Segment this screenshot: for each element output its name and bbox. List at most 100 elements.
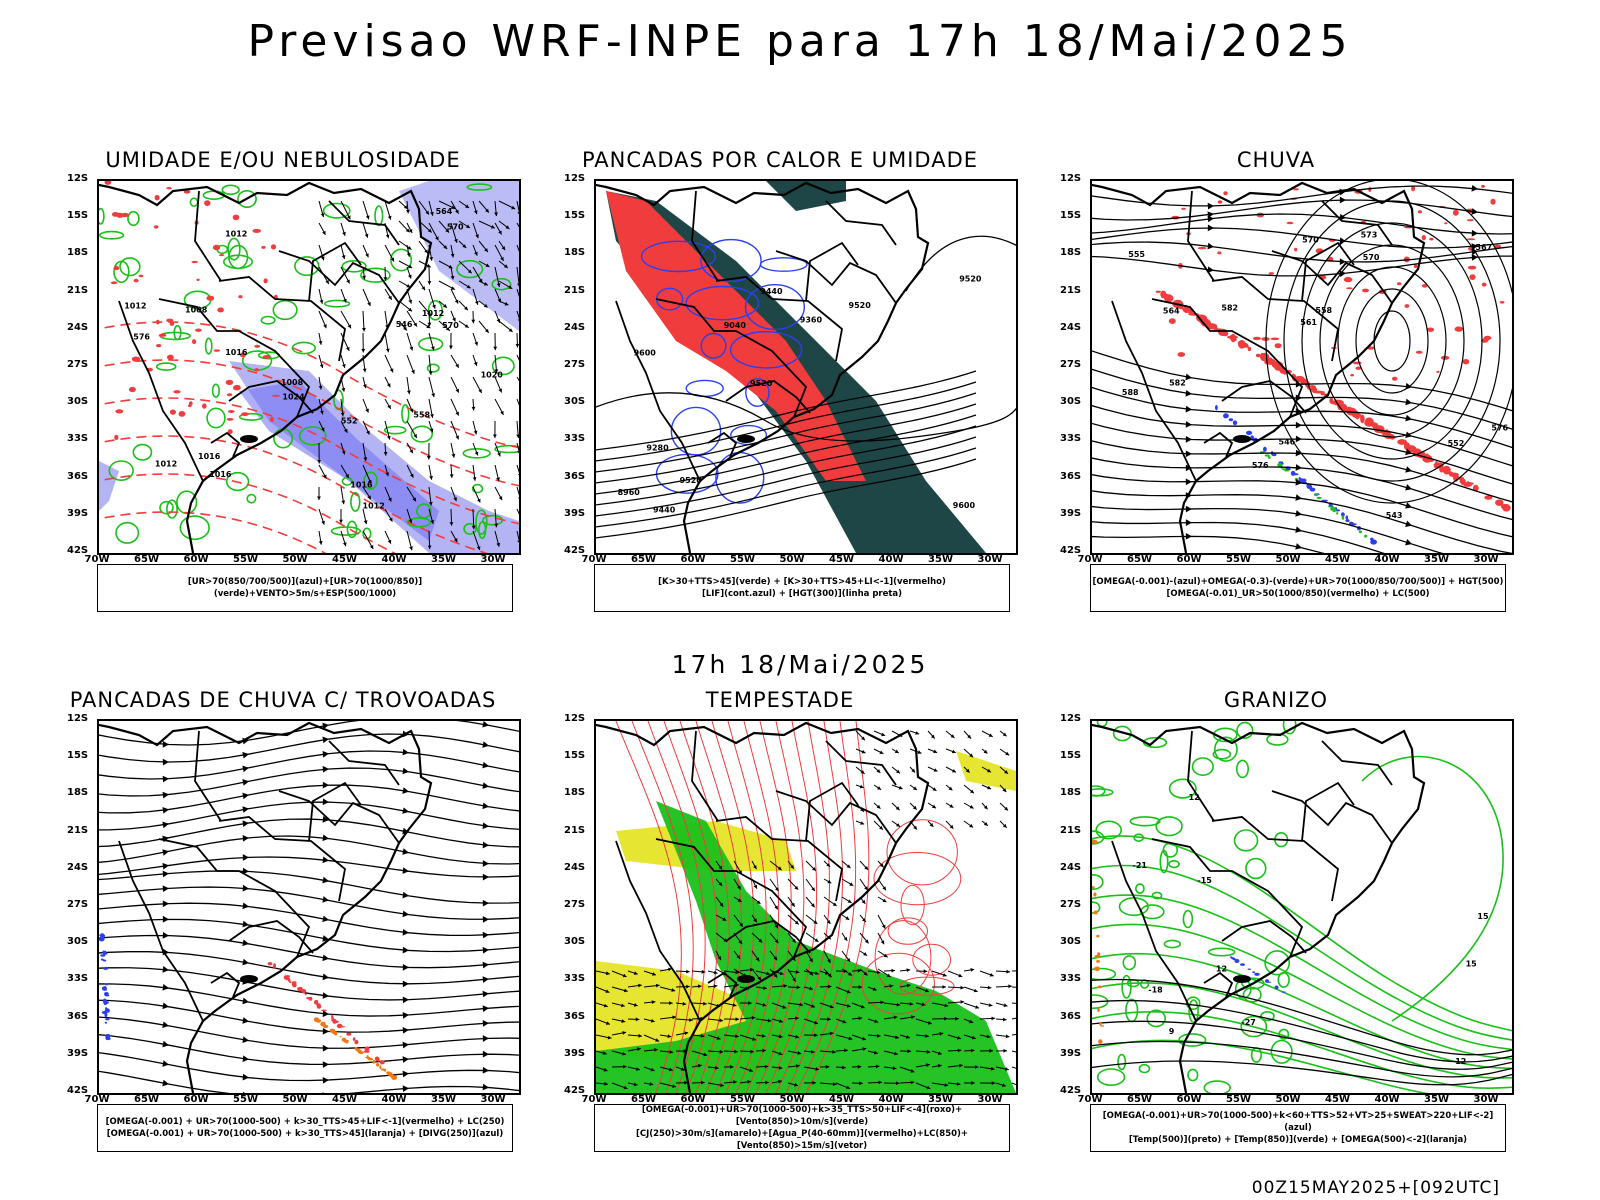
wind-850-vector	[719, 902, 724, 907]
contour-label: 582	[1169, 379, 1186, 388]
wind-vector	[490, 225, 495, 229]
rain-area	[1264, 360, 1276, 365]
wind-850-vector	[967, 734, 971, 739]
contour-label: 561	[1300, 318, 1317, 327]
state-border	[1203, 971, 1234, 998]
humidity-area	[239, 381, 439, 541]
thunderstorm-area	[352, 1037, 356, 1041]
legend-line: [OMEGA(-0.01)_UR>50(1000/850)(vermelho) …	[1166, 589, 1430, 599]
temp500-contour	[1092, 999, 1512, 1063]
omega-strong-area	[1358, 530, 1362, 534]
wind-vector	[429, 257, 433, 261]
wind-850-vector	[700, 1033, 705, 1038]
hail-area	[1265, 979, 1269, 983]
wind-vector	[517, 450, 519, 454]
wind-arrow	[242, 792, 249, 800]
temp850-contour	[1092, 982, 1512, 1079]
lat-label: 30S	[67, 936, 89, 948]
legend-line: [OMEGA(-0.001) + UR>70(1000-500) + k>30_…	[105, 1117, 505, 1127]
contour-label: 1012	[124, 301, 146, 310]
divergence-area	[104, 992, 109, 996]
wind-vector	[363, 384, 367, 389]
wind-arrow	[322, 876, 329, 884]
wind-vector	[494, 523, 498, 528]
lon-label: 70W	[84, 1094, 110, 1105]
lc250-streamline	[99, 950, 519, 985]
rain-area	[1329, 397, 1334, 404]
thunderstorm-orange-area	[359, 1052, 364, 1055]
wind-850-vector	[1011, 1050, 1016, 1053]
state-border	[1321, 740, 1393, 786]
wind-850-vector	[882, 898, 887, 903]
wind-vector	[454, 238, 458, 243]
wind-vector	[462, 244, 467, 248]
map-panel-pancadas-calor: PANCADAS POR CALOR E UMIDADE 9600 9600 9520…	[550, 148, 1018, 648]
wind-vector	[429, 475, 433, 480]
wind-arrow	[1405, 431, 1412, 439]
wind-arrow	[482, 860, 489, 867]
thickness-dash	[202, 403, 207, 409]
lc850-streamline	[615, 721, 682, 1093]
wind-arrow	[1339, 270, 1346, 278]
wind-850-vector	[684, 1031, 689, 1036]
wind-vector	[366, 430, 370, 435]
omega-area	[1290, 470, 1296, 476]
wind-vector	[516, 398, 519, 406]
wind-vector	[474, 251, 478, 256]
wind-850-vector	[777, 866, 782, 871]
wind-vector	[388, 497, 392, 502]
wind-850-vector	[829, 1004, 834, 1009]
wind-850-vector	[910, 1069, 915, 1073]
temp850-contour	[1122, 955, 1137, 971]
wind-850-vector	[842, 1065, 846, 1070]
thunderstorm-orange-area	[345, 1039, 349, 1044]
lat-label: 21S	[67, 284, 89, 296]
wind-vector	[339, 519, 343, 524]
wind-arrow	[322, 1027, 329, 1035]
state-border	[118, 840, 204, 1022]
wind-vector	[497, 452, 501, 457]
state-border	[1321, 200, 1393, 246]
wind-850-vector	[987, 985, 992, 990]
wind-850-vector	[843, 936, 848, 941]
lon-label: 60W	[183, 554, 209, 565]
contour-label: -27	[1241, 1018, 1255, 1027]
wind-arrow	[162, 821, 169, 829]
rain-area	[1294, 247, 1298, 252]
wind-850-vector	[761, 1034, 766, 1038]
wind-850-vector	[944, 1083, 949, 1087]
temp850-contour	[1168, 778, 1197, 799]
wind-arrow	[162, 870, 169, 878]
lat-label: 18S	[67, 247, 89, 259]
wind-vector	[516, 530, 519, 542]
wind-arrow	[322, 781, 329, 789]
wind-vector	[406, 253, 411, 257]
wind-vector	[318, 540, 323, 545]
lon-label: 65W	[134, 1094, 159, 1105]
wind-850-vector	[955, 1016, 959, 1021]
wind-arrow	[162, 775, 169, 783]
contour-label: -15	[1197, 876, 1212, 885]
wind-850-vector	[813, 920, 818, 924]
map-panel-pancadas-trovoadas: PANCADAS DE CHUVA C/ TROVOADAS 12S 15S 18S 2…	[53, 688, 521, 1188]
wind-arrow	[322, 1010, 329, 1018]
hgt300-contour	[596, 414, 977, 495]
thickness-dash	[167, 354, 174, 360]
lat-label: 36S	[564, 1010, 586, 1022]
lc850-streamline	[805, 721, 870, 1093]
wind-arrow	[1207, 242, 1214, 250]
thickness-dash	[227, 429, 233, 435]
rain-area	[1421, 283, 1428, 288]
wind-arrow	[322, 722, 329, 730]
thickness-dash	[195, 328, 202, 332]
lon-label: 50W	[779, 1094, 805, 1105]
thickness-dash	[272, 394, 281, 397]
wind-vector	[518, 497, 519, 499]
wind-arrow	[1405, 484, 1412, 491]
wind-vector	[483, 282, 488, 286]
omega500-area	[1098, 1039, 1103, 1044]
wind-vector	[508, 285, 513, 289]
contour-label: 570	[1363, 253, 1380, 262]
wind-850-vector	[910, 1080, 915, 1085]
divergence-area	[100, 933, 104, 935]
